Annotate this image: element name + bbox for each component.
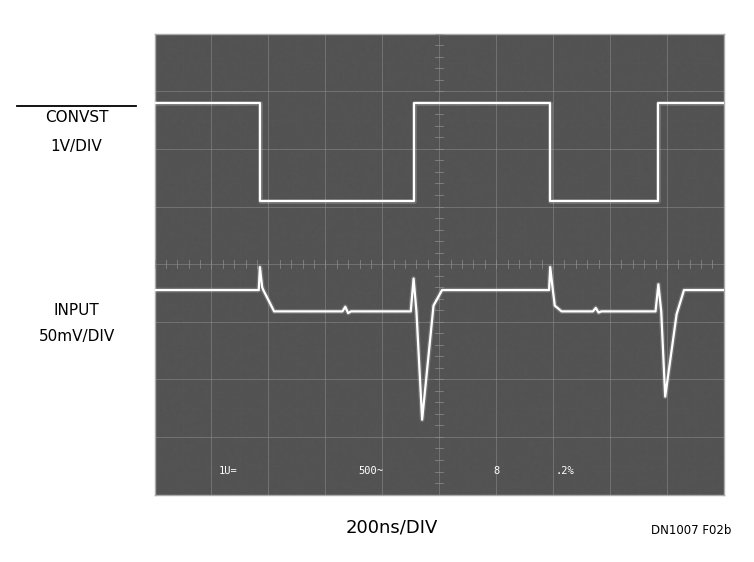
Text: 1V/DIV: 1V/DIV [51, 139, 103, 155]
Text: DN1007 F02b: DN1007 F02b [651, 524, 731, 537]
Text: 8: 8 [493, 466, 499, 476]
Text: 1U=: 1U= [219, 466, 238, 476]
Text: 200ns/DIV: 200ns/DIV [346, 519, 438, 537]
Text: INPUT: INPUT [54, 302, 100, 318]
Text: CONVST: CONVST [44, 110, 109, 125]
Text: 50mV/DIV: 50mV/DIV [38, 329, 115, 344]
Text: 500~: 500~ [358, 466, 383, 476]
Text: .2%: .2% [555, 466, 574, 476]
